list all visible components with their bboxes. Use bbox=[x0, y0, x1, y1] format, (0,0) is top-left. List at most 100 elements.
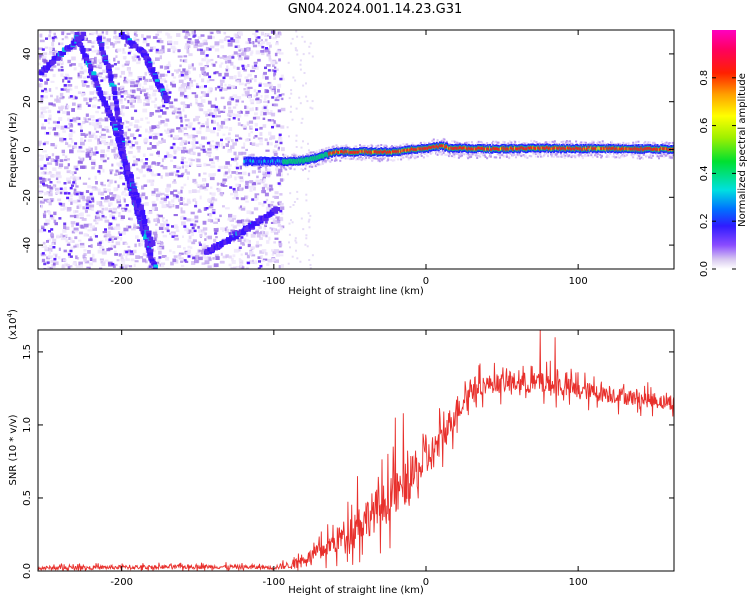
noise-cell bbox=[93, 164, 97, 167]
noise-cell bbox=[309, 42, 312, 45]
noise-cell bbox=[66, 158, 70, 161]
noise-cell bbox=[294, 237, 297, 240]
noise-cell bbox=[154, 104, 157, 109]
noise-cell bbox=[44, 247, 49, 250]
noise-cell bbox=[42, 110, 48, 114]
noise-cell bbox=[180, 197, 183, 201]
noise-cell bbox=[219, 261, 225, 264]
noise-cell bbox=[109, 179, 113, 184]
noise-cell bbox=[99, 135, 102, 138]
track-cell bbox=[321, 148, 323, 151]
noise-cell bbox=[72, 262, 76, 265]
noise-cell bbox=[143, 98, 148, 101]
noise-cell bbox=[265, 76, 269, 80]
noise-cell bbox=[78, 239, 82, 242]
noise-cell bbox=[143, 184, 148, 187]
noise-cell bbox=[104, 154, 107, 158]
noise-cell bbox=[275, 167, 279, 171]
noise-cell bbox=[222, 228, 224, 232]
noise-cell bbox=[121, 64, 125, 68]
noise-cell bbox=[151, 145, 157, 149]
noise-cell bbox=[203, 207, 207, 211]
noise-cell bbox=[273, 70, 277, 73]
noise-cell bbox=[71, 230, 76, 234]
noise-cell bbox=[157, 242, 161, 246]
noise-cell bbox=[61, 31, 65, 36]
noise-cell bbox=[147, 266, 150, 269]
noise-cell bbox=[136, 61, 141, 65]
noise-cell bbox=[263, 33, 267, 37]
noise-cell bbox=[157, 37, 162, 42]
noise-cell bbox=[137, 239, 140, 242]
noise-cell bbox=[125, 255, 128, 260]
track-cell bbox=[238, 229, 244, 234]
noise-cell bbox=[233, 75, 237, 79]
noise-cell bbox=[207, 218, 212, 222]
noise-cell bbox=[169, 203, 174, 207]
noise-cell bbox=[263, 71, 267, 75]
noise-cell bbox=[275, 140, 279, 143]
noise-cell bbox=[249, 154, 253, 158]
noise-cell bbox=[106, 38, 111, 43]
noise-cell bbox=[305, 193, 308, 196]
noise-cell bbox=[262, 75, 266, 79]
track-cell bbox=[382, 157, 385, 160]
noise-cell bbox=[274, 232, 279, 235]
noise-cell bbox=[210, 31, 214, 35]
noise-cell bbox=[182, 162, 185, 167]
noise-cell bbox=[112, 194, 117, 197]
noise-cell bbox=[246, 82, 251, 85]
track-cell bbox=[101, 96, 106, 101]
track-cell bbox=[266, 164, 269, 167]
noise-cell bbox=[273, 72, 277, 76]
noise-cell bbox=[260, 41, 266, 45]
noise-cell bbox=[197, 225, 200, 229]
noise-cell bbox=[287, 262, 290, 265]
noise-cell bbox=[216, 122, 219, 126]
noise-cell bbox=[175, 173, 179, 177]
noise-cell bbox=[235, 171, 238, 175]
noise-cell bbox=[90, 196, 95, 199]
noise-cell bbox=[199, 48, 203, 52]
track-cell bbox=[322, 148, 325, 151]
noise-cell bbox=[270, 217, 274, 220]
noise-cell bbox=[201, 123, 205, 127]
noise-cell bbox=[48, 211, 51, 215]
noise-cell bbox=[265, 252, 268, 256]
noise-cell bbox=[96, 215, 100, 219]
noise-cell bbox=[235, 166, 239, 170]
noise-cell bbox=[213, 120, 216, 124]
noise-cell bbox=[104, 228, 107, 231]
noise-cell bbox=[156, 125, 161, 128]
noise-cell bbox=[305, 237, 308, 240]
noise-cell bbox=[194, 94, 199, 98]
track-cell bbox=[119, 148, 124, 152]
noise-cell bbox=[288, 97, 291, 100]
track-cell bbox=[377, 144, 380, 147]
noise-cell bbox=[123, 30, 126, 33]
track-cell bbox=[369, 157, 372, 160]
track-cell bbox=[304, 167, 307, 170]
noise-cell bbox=[276, 172, 281, 177]
noise-cell bbox=[177, 255, 182, 260]
noise-cell bbox=[197, 36, 202, 39]
track-cell bbox=[78, 43, 83, 47]
noise-cell bbox=[281, 147, 285, 152]
noise-cell bbox=[137, 99, 142, 104]
noise-cell bbox=[94, 175, 97, 180]
noise-cell bbox=[288, 233, 291, 236]
noise-cell bbox=[181, 221, 186, 226]
noise-cell bbox=[279, 209, 283, 213]
noise-cell bbox=[273, 103, 279, 107]
noise-cell bbox=[110, 227, 116, 230]
noise-cell bbox=[69, 95, 73, 98]
noise-cell bbox=[80, 126, 83, 130]
track-cell bbox=[339, 159, 342, 162]
noise-cell bbox=[155, 132, 160, 136]
noise-cell bbox=[92, 61, 95, 65]
noise-cell bbox=[308, 52, 311, 55]
noise-cell bbox=[163, 197, 167, 202]
noise-cell bbox=[272, 37, 277, 40]
noise-cell bbox=[63, 158, 68, 162]
noise-cell bbox=[177, 174, 181, 178]
